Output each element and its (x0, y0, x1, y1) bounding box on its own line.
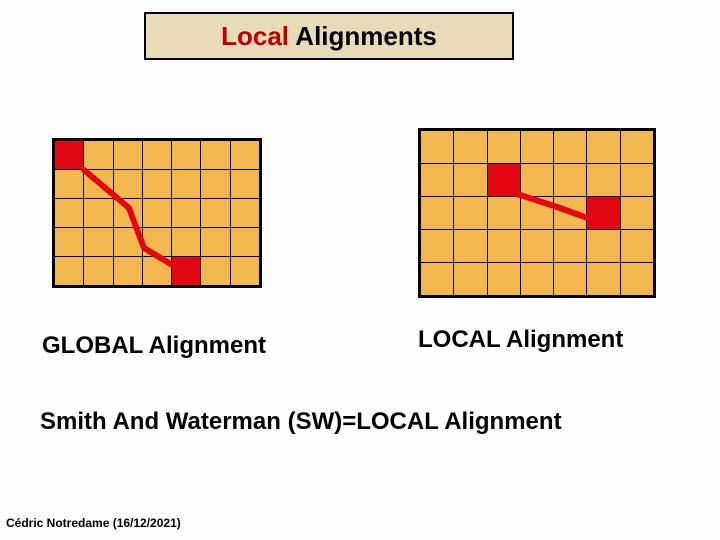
grid-cell (587, 164, 620, 197)
grid-cell (487, 230, 520, 263)
grid-cell (421, 131, 454, 164)
grid-cell (201, 199, 230, 228)
grid-cell (55, 257, 84, 286)
grid-cell (142, 199, 171, 228)
grid-cell (113, 199, 142, 228)
grid-cell (587, 131, 620, 164)
grid-cell (454, 164, 487, 197)
grid-cell (487, 164, 520, 197)
grid-cell (620, 131, 653, 164)
grid-cell (554, 263, 587, 296)
grid-cell (142, 141, 171, 170)
slide-title-rest: Alignments (289, 21, 437, 51)
grid-cell (142, 228, 171, 257)
grid-cell (84, 199, 113, 228)
grid-cell (201, 141, 230, 170)
grid-cell (520, 263, 553, 296)
grid-cell (454, 263, 487, 296)
sw-statement: Smith And Waterman (SW)=LOCAL Alignment (40, 408, 562, 436)
global-alignment-grid (52, 138, 262, 288)
grid-cell (554, 131, 587, 164)
grid-cell (454, 197, 487, 230)
grid-cell (520, 131, 553, 164)
grid-cell (172, 228, 201, 257)
grid-cell (142, 170, 171, 199)
grid-cell (421, 263, 454, 296)
footer-credit: Cédric Notredame (16/12/2021) (6, 516, 181, 530)
grid-cell (113, 257, 142, 286)
grid-cell (454, 131, 487, 164)
grid-cell (587, 263, 620, 296)
grid-cell (201, 257, 230, 286)
grid-cell (620, 230, 653, 263)
grid-cell (172, 199, 201, 228)
grid-cell (520, 230, 553, 263)
local-alignment-grid (418, 128, 656, 298)
grid-cell (55, 228, 84, 257)
grid-cell (84, 170, 113, 199)
grid-cell (554, 197, 587, 230)
grid-cell (620, 197, 653, 230)
grid-cell (230, 170, 259, 199)
grid-cell (172, 257, 201, 286)
grid-cell (84, 257, 113, 286)
grid-cell (421, 197, 454, 230)
grid-cell (201, 228, 230, 257)
grid-cell (113, 228, 142, 257)
grid-cell (421, 230, 454, 263)
grid-cell (554, 164, 587, 197)
grid-cell (587, 197, 620, 230)
slide-title-box: Local Alignments (144, 12, 514, 60)
grid-cell (113, 170, 142, 199)
grid-table (54, 140, 260, 286)
grid-cell (520, 197, 553, 230)
grid-cell (55, 170, 84, 199)
local-label: LOCAL Alignment (418, 326, 623, 354)
grid-cell (487, 263, 520, 296)
grid-cell (554, 230, 587, 263)
grid-table (420, 130, 654, 296)
grid-cell (230, 141, 259, 170)
slide-title: Local Alignments (221, 21, 437, 52)
grid-cell (620, 164, 653, 197)
slide-title-highlight: Local (221, 21, 289, 51)
grid-cell (172, 141, 201, 170)
grid-cell (113, 141, 142, 170)
grid-cell (55, 141, 84, 170)
grid-cell (487, 197, 520, 230)
grid-cell (587, 230, 620, 263)
grid-cell (172, 170, 201, 199)
grid-cell (201, 170, 230, 199)
grid-cell (421, 164, 454, 197)
grid-cell (84, 228, 113, 257)
grid-cell (520, 164, 553, 197)
global-label: GLOBAL Alignment (42, 332, 266, 360)
grid-cell (454, 230, 487, 263)
grid-cell (487, 131, 520, 164)
grid-cell (230, 199, 259, 228)
grid-cell (230, 228, 259, 257)
grid-cell (142, 257, 171, 286)
grid-cell (55, 199, 84, 228)
grid-cell (230, 257, 259, 286)
grid-cell (620, 263, 653, 296)
grid-cell (84, 141, 113, 170)
